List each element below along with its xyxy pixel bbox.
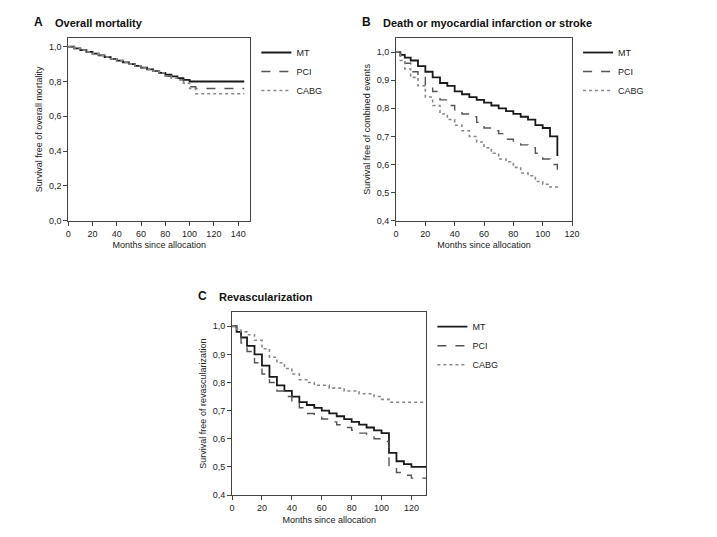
svg-text:0,8: 0,8 (377, 103, 390, 113)
svg-text:0,6: 0,6 (213, 434, 226, 444)
svg-text:0,9: 0,9 (377, 75, 390, 85)
svg-text:PCI: PCI (296, 67, 311, 77)
svg-text:0,5: 0,5 (377, 188, 390, 198)
svg-text:0,7: 0,7 (377, 132, 390, 142)
svg-text:0,0: 0,0 (49, 216, 62, 226)
svg-text:0,5: 0,5 (213, 462, 226, 472)
svg-text:0,7: 0,7 (213, 406, 226, 416)
svg-text:120: 120 (206, 229, 221, 239)
svg-text:0,8: 0,8 (49, 77, 62, 87)
svg-text:0,4: 0,4 (49, 146, 62, 156)
svg-text:Death or myocardial infarction: Death or myocardial infarction or stroke (383, 17, 592, 29)
svg-text:0,6: 0,6 (377, 160, 390, 170)
svg-text:1,0: 1,0 (49, 42, 62, 52)
svg-text:CABG: CABG (618, 86, 644, 96)
svg-text:20: 20 (420, 229, 430, 239)
svg-text:B: B (362, 15, 371, 29)
svg-text:40: 40 (287, 503, 297, 513)
svg-text:Revascularization: Revascularization (219, 291, 313, 303)
svg-text:PCI: PCI (472, 341, 487, 351)
svg-text:CABG: CABG (296, 86, 322, 96)
svg-text:PCI: PCI (618, 67, 633, 77)
svg-text:60: 60 (317, 503, 327, 513)
svg-text:60: 60 (136, 229, 146, 239)
svg-text:CABG: CABG (472, 360, 498, 370)
svg-text:Months since allocation: Months since allocation (437, 240, 531, 250)
svg-text:80: 80 (160, 229, 170, 239)
svg-text:120: 120 (565, 229, 580, 239)
svg-text:0,9: 0,9 (213, 350, 226, 360)
svg-text:20: 20 (257, 503, 267, 513)
svg-text:Survival free of combined even: Survival free of combined events (362, 64, 372, 195)
svg-text:40: 40 (450, 229, 460, 239)
svg-text:MT: MT (296, 48, 309, 58)
svg-text:0,8: 0,8 (213, 378, 226, 388)
svg-text:C: C (198, 289, 207, 303)
svg-text:0,4: 0,4 (377, 216, 390, 226)
svg-text:120: 120 (404, 503, 419, 513)
svg-text:80: 80 (347, 503, 357, 513)
svg-text:0: 0 (230, 503, 235, 513)
svg-text:0,4: 0,4 (213, 490, 226, 500)
svg-text:0: 0 (66, 229, 71, 239)
svg-text:100: 100 (182, 229, 197, 239)
svg-text:Overall mortality: Overall mortality (55, 17, 143, 29)
svg-text:100: 100 (535, 229, 550, 239)
svg-text:Months since allocation: Months since allocation (282, 515, 376, 525)
svg-text:Survival free of overall morta: Survival free of overall mortality (34, 66, 44, 192)
svg-text:1,0: 1,0 (377, 47, 390, 57)
svg-text:0,2: 0,2 (49, 181, 62, 191)
svg-text:1,0: 1,0 (213, 321, 226, 331)
svg-text:20: 20 (87, 229, 97, 239)
svg-text:0,6: 0,6 (49, 111, 62, 121)
svg-text:MT: MT (472, 322, 485, 332)
svg-text:0: 0 (393, 229, 398, 239)
svg-text:40: 40 (112, 229, 122, 239)
svg-text:Months since allocation: Months since allocation (112, 240, 206, 250)
svg-text:100: 100 (374, 503, 389, 513)
svg-text:Survival free of revasculariza: Survival free of revascularization (198, 339, 208, 469)
svg-text:140: 140 (231, 229, 246, 239)
svg-text:60: 60 (479, 229, 489, 239)
svg-text:A: A (34, 15, 43, 29)
svg-text:80: 80 (508, 229, 518, 239)
svg-text:MT: MT (618, 48, 631, 58)
